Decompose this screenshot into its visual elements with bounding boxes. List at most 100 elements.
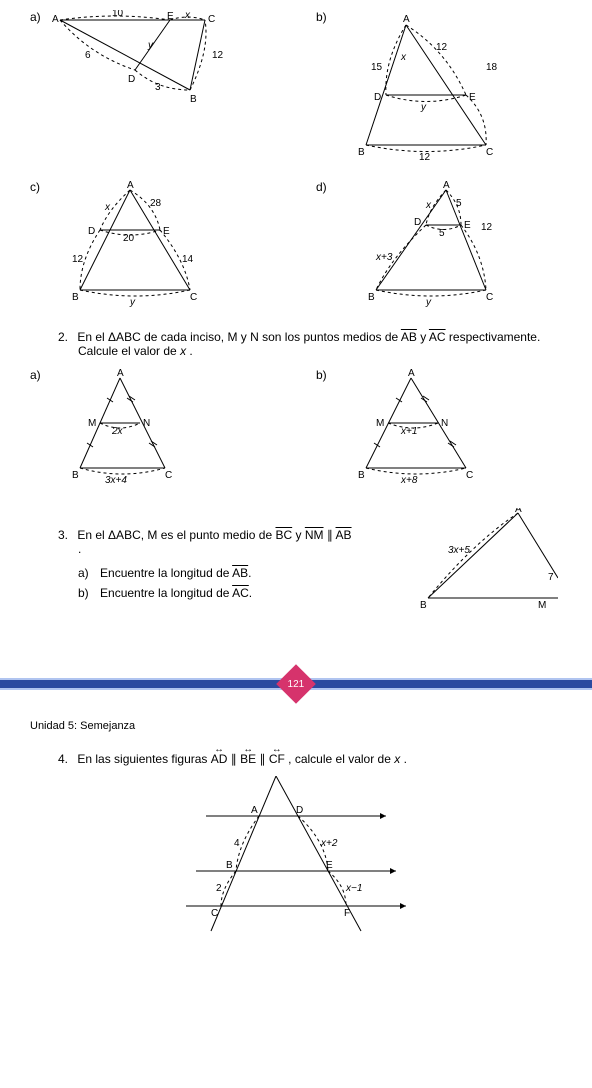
svg-text:x+1: x+1	[400, 426, 417, 437]
svg-text:5: 5	[439, 228, 445, 239]
svg-text:12: 12	[72, 254, 84, 265]
svg-text:C: C	[208, 14, 215, 25]
fig-1d: d) A D E B C x 5 5 12 x+3 y	[316, 180, 562, 310]
svg-text:E: E	[163, 226, 170, 237]
label-2a: a)	[30, 368, 41, 382]
p3a-l: a)	[78, 566, 89, 580]
label-1d: d)	[316, 180, 327, 194]
p3a-s: AB	[232, 566, 248, 580]
svg-text:28: 28	[150, 198, 162, 209]
svg-text:D: D	[296, 805, 303, 816]
p3b-s: AC	[232, 586, 249, 600]
svg-text:N: N	[441, 418, 448, 429]
svg-text:D: D	[88, 226, 95, 237]
page-number-diamond: 121	[276, 664, 316, 704]
page-divider: 121	[0, 678, 592, 690]
p4-cf: CF	[269, 752, 285, 766]
svg-1a: A E C D B 10 x 6 3 12 y	[30, 10, 260, 120]
svg-text:M: M	[376, 418, 384, 429]
svg-1d: A D E B C x 5 5 12 x+3 y	[316, 180, 546, 310]
fig-2b: b) A M N B C x+1 x+8	[316, 368, 562, 488]
svg-text:B: B	[190, 94, 197, 105]
svg-text:y: y	[147, 40, 154, 51]
p4-par2: ∥	[259, 752, 268, 766]
svg-text:E: E	[469, 92, 476, 103]
fig-3: A B M 3x+5 7	[398, 508, 562, 618]
svg-text:A: A	[251, 805, 258, 816]
svg-text:2: 2	[216, 883, 222, 894]
svg-text:x: x	[184, 10, 191, 21]
svg-2b: A M N B C x+1 x+8	[316, 368, 516, 488]
p2-ab: AB	[401, 330, 417, 344]
svg-1c: A D E B C x 28 20 12 14 y	[30, 180, 260, 310]
svg-text:B: B	[368, 292, 375, 303]
p2-and: y	[420, 330, 429, 344]
svg-text:y: y	[129, 297, 136, 308]
svg-text:A: A	[443, 180, 450, 191]
p3a-t: Encuentre la longitud de	[100, 566, 232, 580]
svg-text:6: 6	[85, 50, 91, 61]
svg-text:D: D	[128, 74, 135, 85]
problem2-text: 2. En el ΔABC de cada inciso, M y N son …	[78, 330, 562, 358]
p4-x: x	[394, 752, 400, 766]
svg-text:A: A	[515, 508, 522, 515]
p3-par: ∥	[327, 528, 336, 542]
svg-text:x: x	[104, 202, 111, 213]
svg-text:B: B	[226, 860, 233, 871]
svg-text:M: M	[538, 600, 546, 611]
fig-1b: b) A B C D E 15 x 12 18 y 12	[316, 10, 562, 160]
p3-t1: En el ΔABC, M es el punto medio de	[77, 528, 275, 542]
fig-2a: a) A M N B C 2x 3x+4	[30, 368, 276, 488]
svg-text:A: A	[127, 180, 134, 191]
label-1b: b)	[316, 10, 327, 24]
svg-text:x−1: x−1	[345, 883, 362, 894]
svg-text:C: C	[165, 470, 172, 481]
svg-text:10: 10	[112, 10, 124, 19]
svg-text:B: B	[358, 470, 365, 481]
p2-num: 2.	[58, 330, 68, 344]
p2-ac: AC	[429, 330, 446, 344]
svg-text:12: 12	[419, 152, 431, 160]
svg-text:C: C	[466, 470, 473, 481]
p4-t2: , calcule el valor de	[288, 752, 394, 766]
svg-text:N: N	[143, 418, 150, 429]
p4-be: BE	[240, 752, 256, 766]
svg-text:3x+5: 3x+5	[448, 545, 470, 556]
label-1c: c)	[30, 180, 40, 194]
svg-text:x+3: x+3	[375, 252, 393, 263]
p3-per: .	[78, 542, 81, 556]
problem4-text: 4. En las siguientes figuras AD ∥ BE ∥ C…	[78, 752, 562, 766]
svg-text:B: B	[358, 147, 365, 158]
svg-text:A: A	[52, 14, 59, 25]
svg-text:C: C	[190, 292, 197, 303]
svg-text:M: M	[88, 418, 96, 429]
p3-nm: NM	[305, 528, 324, 542]
p3b-t: Encuentre la longitud de	[100, 586, 232, 600]
problem3-text: 3. En el ΔABC, M es el punto medio de BC…	[78, 528, 358, 600]
svg-text:12: 12	[481, 222, 493, 233]
svg-3: A B M 3x+5 7	[398, 508, 558, 618]
svg-text:7: 7	[548, 572, 554, 583]
svg-2a: A M N B C 2x 3x+4	[30, 368, 230, 488]
p2-x: x	[180, 344, 186, 358]
p3-bc: BC	[275, 528, 292, 542]
svg-text:A: A	[408, 368, 415, 379]
p2-t1: En el ΔABC de cada inciso, M y N son los…	[77, 330, 401, 344]
svg-text:15: 15	[371, 62, 383, 73]
p3-t2: y	[296, 528, 305, 542]
p3b-l: b)	[78, 586, 89, 600]
svg-text:x: x	[400, 52, 407, 63]
p2-t3: Calcule el valor de	[78, 344, 180, 358]
svg-text:18: 18	[486, 62, 498, 73]
svg-text:x+8: x+8	[400, 475, 418, 486]
svg-text:F: F	[344, 908, 350, 919]
svg-1b: A B C D E 15 x 12 18 y 12	[316, 10, 546, 160]
fig-1c: c) A D E B C x 28 20 12 14 y	[30, 180, 276, 310]
label-2b: b)	[316, 368, 327, 382]
p3-ab: AB	[336, 528, 352, 542]
svg-text:C: C	[486, 147, 493, 158]
label-1a: a)	[30, 10, 41, 24]
svg-text:B: B	[72, 292, 79, 303]
svg-text:E: E	[167, 11, 174, 22]
svg-text:E: E	[326, 860, 333, 871]
